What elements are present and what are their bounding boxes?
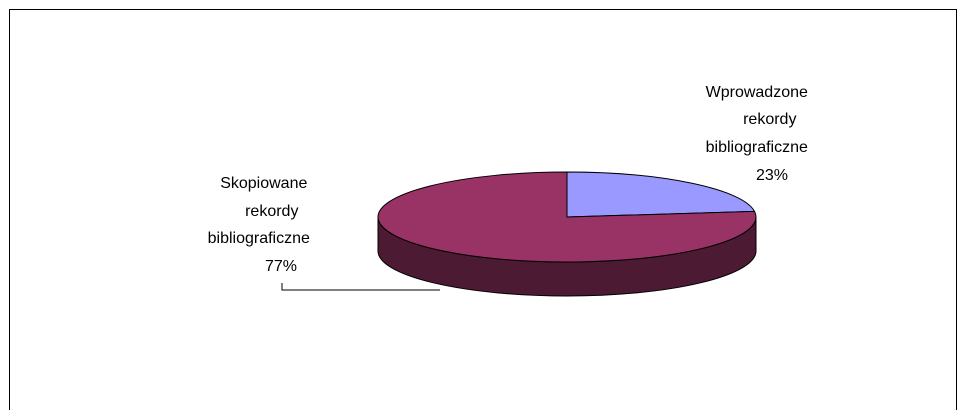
label-line: 23% bbox=[756, 167, 788, 184]
label-line: bibliograficzne bbox=[208, 230, 310, 247]
label-line: Wprowadzone bbox=[706, 84, 808, 101]
label-line: 77% bbox=[265, 258, 297, 275]
pie-tops bbox=[377, 171, 757, 263]
pie-slice-0 bbox=[566, 171, 756, 218]
label-line: bibliograficzne bbox=[706, 139, 808, 156]
chart-border bbox=[9, 9, 957, 410]
pie-slice-1 bbox=[377, 171, 757, 263]
slice-label-skopiowane: Skopiowane rekordy bibliograficzne 77% bbox=[208, 175, 315, 275]
label-line: Skopiowane bbox=[220, 175, 307, 192]
label-line: rekordy bbox=[743, 111, 796, 128]
slice-label-wprowadzone: Wprowadzone rekordy bibliograficzne 23% bbox=[706, 84, 813, 184]
leader-line bbox=[281, 283, 440, 291]
label-line: rekordy bbox=[245, 203, 298, 220]
